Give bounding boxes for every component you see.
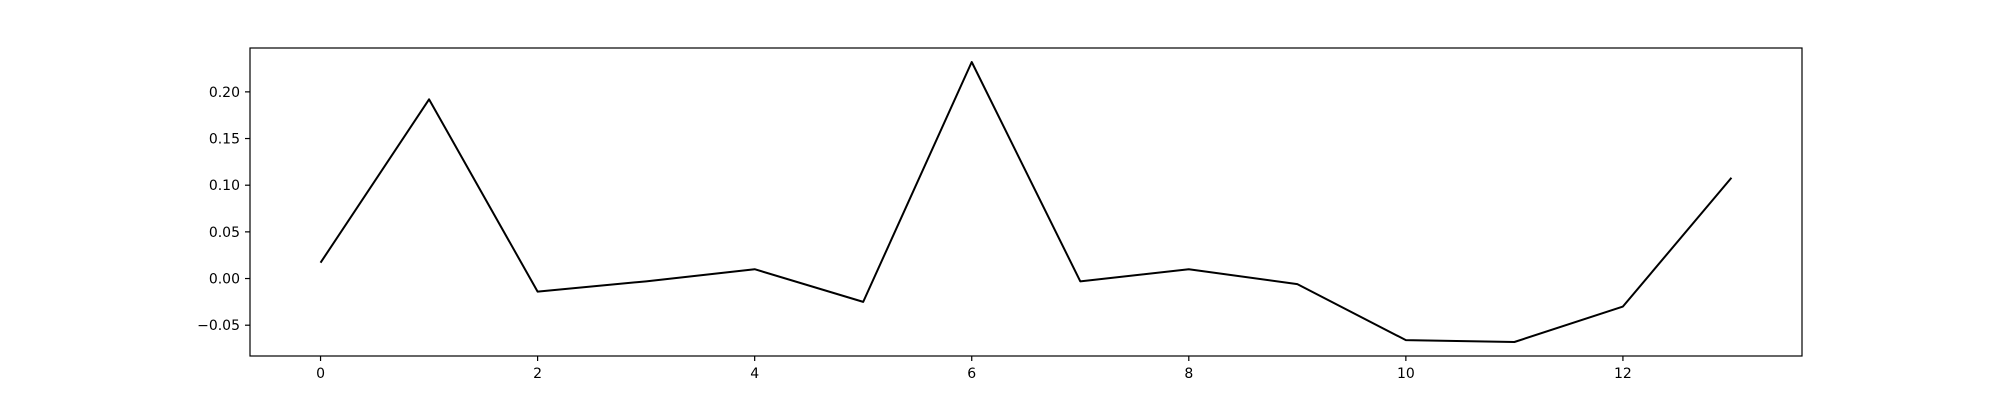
x-tick-label: 10 [1397,366,1415,382]
y-tick-label: 0.10 [209,178,240,194]
axes-frame [249,47,1803,357]
x-tick-label: 6 [967,366,976,382]
plot-area [319,61,1733,343]
x-tick-label: 8 [1184,366,1193,382]
y-tick-label: 0.00 [209,272,240,288]
y-tick-label: 0.05 [209,225,240,241]
x-tick-label: 2 [533,366,542,382]
y-tick-label: 0.15 [209,132,240,148]
y-tick-label: 0.20 [209,85,240,101]
x-axis: 0 2 4 6 8 10 12 [316,356,1632,382]
x-tick-label: 4 [750,366,759,382]
y-axis: −0.05 0.00 0.05 0.10 0.15 0.20 [197,85,250,334]
series-line-0 [319,61,1733,343]
x-tick-label: 12 [1614,366,1632,382]
y-tick-label: −0.05 [197,318,240,334]
x-tick-label: 0 [316,366,325,382]
